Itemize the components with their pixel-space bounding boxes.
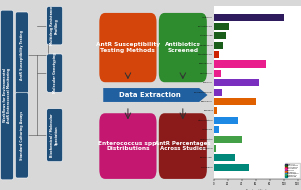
Bar — [214, 107, 217, 114]
Bar — [214, 135, 242, 142]
FancyBboxPatch shape — [159, 13, 207, 82]
Bar — [214, 126, 219, 133]
Bar — [214, 60, 266, 67]
Bar — [214, 51, 219, 58]
FancyBboxPatch shape — [99, 113, 157, 179]
FancyBboxPatch shape — [99, 13, 157, 82]
FancyBboxPatch shape — [47, 54, 63, 92]
Bar — [214, 117, 238, 124]
FancyBboxPatch shape — [15, 12, 28, 98]
FancyBboxPatch shape — [47, 109, 63, 162]
Bar — [214, 13, 284, 21]
Text: Antibiotics
Screened: Antibiotics Screened — [165, 42, 201, 53]
Text: Standard Culturing Assays: Standard Culturing Assays — [20, 111, 24, 160]
Bar — [214, 89, 222, 96]
Text: Multidrug Resistance
Profiling: Multidrug Resistance Profiling — [51, 6, 59, 45]
FancyArrowPatch shape — [103, 88, 207, 102]
Bar — [214, 32, 226, 39]
Bar — [214, 98, 256, 105]
Bar — [214, 23, 229, 30]
FancyBboxPatch shape — [15, 92, 28, 178]
Text: Data Extraction: Data Extraction — [119, 92, 181, 98]
Text: Enterococcus spp.
Distributions: Enterococcus spp. Distributions — [98, 141, 158, 151]
Bar — [214, 79, 259, 86]
Bar — [214, 42, 223, 49]
Text: Molecular Genotyping: Molecular Genotyping — [53, 53, 57, 93]
Text: Workflows for Environmental
AntR Enterococcal Monitoring: Workflows for Environmental AntR Enteroc… — [3, 67, 11, 123]
Text: AntR Susceptibility
Testing Methods: AntR Susceptibility Testing Methods — [96, 42, 160, 53]
Text: AntR Susceptibility Testing: AntR Susceptibility Testing — [20, 30, 24, 80]
Bar — [214, 70, 221, 77]
X-axis label: Number of Studies: Number of Studies — [246, 189, 269, 190]
Bar — [214, 164, 249, 171]
Bar — [214, 145, 216, 152]
Text: AntR Percentages
Across Studies: AntR Percentages Across Studies — [155, 141, 211, 151]
FancyBboxPatch shape — [47, 6, 63, 45]
FancyBboxPatch shape — [159, 113, 207, 179]
Bar — [214, 154, 235, 161]
FancyBboxPatch shape — [1, 10, 14, 180]
Legend: Ampicillin, Erythromycin, Streptomycin, Vancomycin, Penicillin, Rifampicin, Nitr: Ampicillin, Erythromycin, Streptomycin, … — [285, 163, 300, 178]
Text: Biochemical / Molecular
Speciation: Biochemical / Molecular Speciation — [51, 113, 59, 157]
